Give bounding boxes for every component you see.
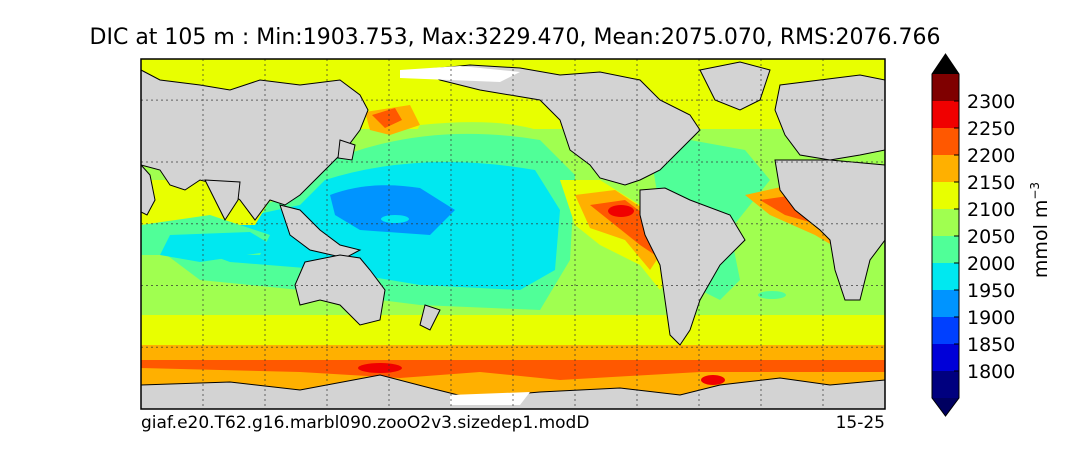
colorbar-extend-max <box>932 54 959 74</box>
land-north-america <box>418 64 701 186</box>
colorbar-tick-label: 2100 <box>967 199 1015 221</box>
map-frame <box>140 58 886 410</box>
colorbar-label: mmol m−3 <box>1028 182 1052 278</box>
colorbar-tick-label: 1850 <box>967 334 1015 356</box>
band-pacific-cyan-spot <box>381 215 409 223</box>
colorbar-band-1800-1850 <box>932 344 959 371</box>
land-eurasia-west <box>141 69 369 221</box>
colorbar-tick-label: 2300 <box>967 91 1015 113</box>
colorbar-tick-label: 1900 <box>967 307 1015 329</box>
colorbar-band-1850-1900 <box>932 317 959 344</box>
colorbar-band-2300-2350 <box>932 74 959 101</box>
colorbar-tick-label: 1950 <box>967 280 1015 302</box>
colorbar-tick-label: 2200 <box>967 145 1015 167</box>
map-gridlines <box>141 59 885 409</box>
colorbar-label-text: mmol m <box>1030 200 1052 278</box>
land-japan <box>337 139 356 161</box>
missing-arctic <box>400 66 520 82</box>
colorbar-outline <box>931 53 960 417</box>
colorbar-extend-min <box>932 398 959 416</box>
colorbar-band-2250-2300 <box>932 101 959 128</box>
band-pacific-blue <box>330 185 455 235</box>
colorbar-tick-label: 2250 <box>967 118 1015 140</box>
colorbar-label-exponent: −3 <box>1028 182 1042 200</box>
colorbar-tick-label: 2050 <box>967 226 1015 248</box>
land-nz <box>419 304 441 331</box>
colorbar-band-2200-2250 <box>932 128 959 155</box>
chart-title: DIC at 105 m : Min:1903.753, Max:3229.47… <box>89 25 941 50</box>
band-south-red-2 <box>701 375 725 385</box>
colorbar-band-2000-2050 <box>932 236 959 263</box>
band-atlantic-cyan-spot <box>758 291 786 299</box>
band-indian-cyan <box>160 232 280 262</box>
colorbar-ticks: 2300 2250 2200 2150 2100 2050 2000 1950 1900 1850… <box>954 91 1015 383</box>
colorbar-tick-label: 1800 <box>967 361 1015 383</box>
land-india <box>204 179 241 222</box>
band-nwpac-orangered <box>372 108 402 128</box>
case-name: giaf.e20.T62.g16.marbl090.zooO2v3.sizede… <box>141 413 590 433</box>
colorbar-band-1900-1950 <box>932 290 959 317</box>
colorbar-band-2050-2100 <box>932 209 959 236</box>
land-greenland <box>699 61 771 111</box>
land-africa-left <box>141 164 156 216</box>
colorbar <box>931 53 960 417</box>
land-australia <box>294 254 386 326</box>
land-africa-right <box>774 159 885 301</box>
colorbar-tick-label: 2000 <box>967 253 1015 275</box>
land-south-america <box>639 187 746 346</box>
colorbar-band-2150-2200 <box>932 155 959 182</box>
colorbar-band-2100-2150 <box>932 182 959 209</box>
colorbar-band-1950-2000 <box>932 263 959 290</box>
land-seasia <box>279 204 362 259</box>
band-south-red-1 <box>358 363 402 373</box>
band-eastpac-red <box>608 205 634 217</box>
colorbar-band-1750-1800 <box>932 371 959 398</box>
band-eastpac-orangered <box>590 200 655 255</box>
land-europe <box>774 74 885 161</box>
missing-antarctic <box>450 392 530 405</box>
colorbar-tick-label: 2150 <box>967 172 1015 194</box>
year-range: 15-25 <box>835 413 885 433</box>
